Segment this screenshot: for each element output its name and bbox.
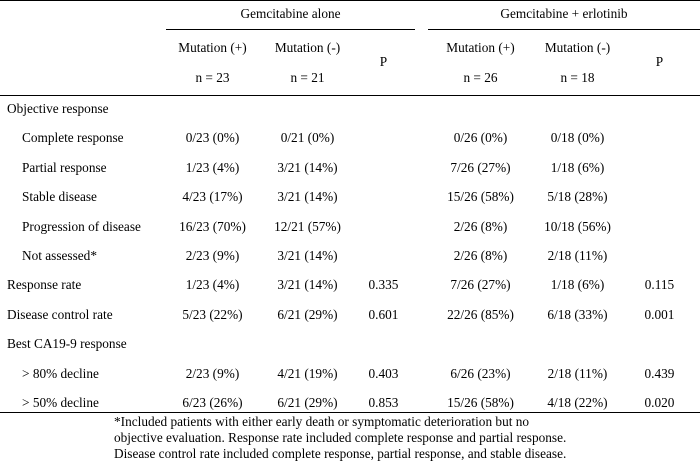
n-g1-mutation-pos: n = 23 — [195, 70, 230, 85]
table-cell-c5: 10/18 (56%) — [544, 219, 611, 234]
row-label: Partial response — [22, 160, 107, 175]
table-bottom-rule — [0, 412, 700, 413]
row-label: Objective response — [7, 101, 109, 116]
table-cell-c3: 0.403 — [368, 366, 399, 381]
table-cell-c2: 6/21 (29%) — [277, 307, 338, 322]
col-header-g1-p: P — [379, 54, 388, 69]
table-cell-c1: 2/23 (9%) — [185, 366, 240, 381]
row-label: Best CA19-9 response — [7, 336, 127, 351]
table-cell-c3: 0.335 — [368, 277, 399, 292]
row-label: Disease control rate — [7, 307, 113, 322]
table-cell-c5: 4/18 (22%) — [547, 395, 608, 410]
row-label: Not assessed* — [22, 248, 97, 263]
table-cell-c1: 4/23 (17%) — [182, 189, 243, 204]
table-cell-c2: 3/21 (14%) — [277, 189, 338, 204]
footnote-line-2: objective evaluation. Response rate incl… — [114, 430, 567, 445]
table-cell-c5: 5/18 (28%) — [547, 189, 608, 204]
table-cell-c2: 6/21 (29%) — [277, 395, 338, 410]
row-label: Complete response — [22, 130, 124, 145]
group2-underline — [428, 29, 700, 30]
table-cell-c6: 0.115 — [644, 277, 675, 292]
table-cell-c4: 15/26 (58%) — [447, 395, 514, 410]
top-rule — [0, 0, 700, 1]
table-cell-c5: 2/18 (11%) — [547, 366, 608, 381]
row-label: > 80% decline — [22, 366, 99, 381]
footnote-line-3: Disease control rate included complete r… — [114, 446, 567, 461]
footnote-line-1: *Included patients with either early dea… — [114, 414, 530, 429]
row-label: Response rate — [7, 277, 82, 292]
table-cell-c2: 4/21 (19%) — [277, 366, 338, 381]
table-cell-c5: 1/18 (6%) — [550, 277, 605, 292]
table-cell-c2: 3/21 (14%) — [277, 160, 338, 175]
col-header-g1-mutation-pos: Mutation (+) — [178, 40, 247, 55]
row-label: > 50% decline — [22, 395, 99, 410]
col-header-g1-mutation-neg: Mutation (-) — [274, 40, 341, 55]
row-label: Progression of disease — [22, 219, 141, 234]
table-cell-c4: 7/26 (27%) — [450, 277, 511, 292]
table-cell-c3: 0.853 — [368, 395, 399, 410]
table-cell-c2: 3/21 (14%) — [277, 277, 338, 292]
group-header-gemcitabine-erlotinib: Gemcitabine + erlotinib — [500, 6, 628, 21]
table-cell-c6: 0.001 — [644, 307, 675, 322]
table-cell-c4: 6/26 (23%) — [450, 366, 511, 381]
table-cell-c4: 2/26 (8%) — [453, 219, 508, 234]
table-cell-c4: 15/26 (58%) — [447, 189, 514, 204]
table-cell-c1: 1/23 (4%) — [185, 277, 240, 292]
table-cell-c2: 0/21 (0%) — [280, 130, 335, 145]
table-cell-c6: 0.439 — [644, 366, 675, 381]
table-cell-c1: 16/23 (70%) — [179, 219, 246, 234]
n-g2-mutation-pos: n = 26 — [463, 70, 498, 85]
col-header-g2-mutation-pos: Mutation (+) — [446, 40, 515, 55]
table-cell-c4: 0/26 (0%) — [453, 130, 508, 145]
table-cell-c4: 2/26 (8%) — [453, 248, 508, 263]
header-bottom-rule — [0, 95, 700, 96]
row-label: Stable disease — [22, 189, 97, 204]
table-cell-c1: 0/23 (0%) — [185, 130, 240, 145]
table-cell-c1: 2/23 (9%) — [185, 248, 240, 263]
table-cell-c2: 12/21 (57%) — [274, 219, 341, 234]
table-cell-c5: 6/18 (33%) — [547, 307, 608, 322]
table-cell-c1: 1/23 (4%) — [185, 160, 240, 175]
group1-underline — [166, 29, 415, 30]
table-cell-c2: 3/21 (14%) — [277, 248, 338, 263]
table-cell-c3: 0.601 — [368, 307, 399, 322]
n-g1-mutation-neg: n = 21 — [290, 70, 325, 85]
n-g2-mutation-neg: n = 18 — [560, 70, 595, 85]
table-cell-c5: 0/18 (0%) — [550, 130, 605, 145]
table-cell-c4: 7/26 (27%) — [450, 160, 511, 175]
group-header-gemcitabine-alone: Gemcitabine alone — [240, 6, 341, 21]
table-cell-c1: 6/23 (26%) — [182, 395, 243, 410]
col-header-g2-p: P — [655, 54, 664, 69]
table-cell-c5: 1/18 (6%) — [550, 160, 605, 175]
col-header-g2-mutation-neg: Mutation (-) — [544, 40, 611, 55]
table-footnote: *Included patients with either early dea… — [114, 414, 694, 462]
table-cell-c5: 2/18 (11%) — [547, 248, 608, 263]
table-cell-c6: 0.020 — [644, 395, 675, 410]
table-cell-c4: 22/26 (85%) — [447, 307, 514, 322]
table-cell-c1: 5/23 (22%) — [182, 307, 243, 322]
